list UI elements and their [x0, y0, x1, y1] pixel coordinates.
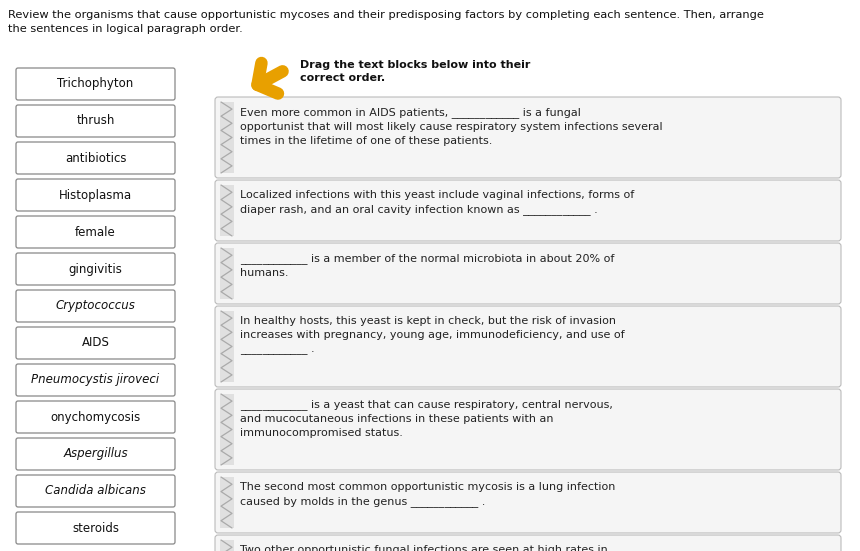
- Text: gingivitis: gingivitis: [69, 262, 122, 276]
- FancyBboxPatch shape: [16, 364, 175, 396]
- FancyBboxPatch shape: [16, 512, 175, 544]
- Text: Review the organisms that cause opportunistic mycoses and their predisposing fac: Review the organisms that cause opportun…: [8, 10, 764, 34]
- FancyBboxPatch shape: [16, 179, 175, 211]
- Text: onychomycosis: onychomycosis: [51, 410, 141, 424]
- Text: Two other opportunistic fungal infections are seen at high rates in
____________: Two other opportunistic fungal infection…: [240, 545, 608, 551]
- FancyBboxPatch shape: [215, 472, 841, 533]
- Text: thrush: thrush: [77, 115, 114, 127]
- FancyBboxPatch shape: [16, 475, 175, 507]
- Text: antibiotics: antibiotics: [64, 152, 126, 165]
- FancyBboxPatch shape: [16, 105, 175, 137]
- FancyBboxPatch shape: [215, 306, 841, 387]
- Bar: [220, 477, 234, 528]
- Bar: [220, 311, 234, 382]
- Text: Aspergillus: Aspergillus: [63, 447, 128, 461]
- FancyBboxPatch shape: [215, 243, 841, 304]
- Bar: [220, 185, 234, 236]
- FancyBboxPatch shape: [16, 327, 175, 359]
- Bar: [220, 102, 234, 173]
- FancyBboxPatch shape: [16, 290, 175, 322]
- Text: In healthy hosts, this yeast is kept in check, but the risk of invasion
increase: In healthy hosts, this yeast is kept in …: [240, 316, 624, 355]
- Bar: [220, 540, 234, 551]
- FancyBboxPatch shape: [16, 142, 175, 174]
- FancyBboxPatch shape: [16, 216, 175, 248]
- Text: female: female: [75, 225, 116, 239]
- Text: steroids: steroids: [72, 521, 119, 534]
- Text: AIDS: AIDS: [82, 337, 109, 349]
- FancyBboxPatch shape: [215, 535, 841, 551]
- FancyBboxPatch shape: [215, 389, 841, 470]
- Text: Trichophyton: Trichophyton: [58, 78, 133, 90]
- Text: Histoplasma: Histoplasma: [59, 188, 132, 202]
- Text: Pneumocystis jiroveci: Pneumocystis jiroveci: [32, 374, 160, 386]
- Text: ____________ is a member of the normal microbiota in about 20% of
humans.: ____________ is a member of the normal m…: [240, 253, 614, 278]
- Text: The second most common opportunistic mycosis is a lung infection
caused by molds: The second most common opportunistic myc…: [240, 482, 616, 507]
- FancyBboxPatch shape: [215, 97, 841, 178]
- Bar: [220, 248, 234, 299]
- Bar: [220, 394, 234, 465]
- FancyBboxPatch shape: [215, 180, 841, 241]
- FancyBboxPatch shape: [16, 253, 175, 285]
- FancyBboxPatch shape: [16, 401, 175, 433]
- Text: ____________ is a yeast that can cause respiratory, central nervous,
and mucocut: ____________ is a yeast that can cause r…: [240, 399, 613, 438]
- FancyBboxPatch shape: [16, 68, 175, 100]
- Text: Localized infections with this yeast include vaginal infections, forms of
diaper: Localized infections with this yeast inc…: [240, 190, 635, 215]
- Text: Even more common in AIDS patients, ____________ is a fungal
opportunist that wil: Even more common in AIDS patients, _____…: [240, 107, 662, 146]
- FancyBboxPatch shape: [16, 438, 175, 470]
- Text: Cryptococcus: Cryptococcus: [56, 300, 135, 312]
- Text: Candida albicans: Candida albicans: [45, 484, 146, 498]
- Text: Drag the text blocks below into their
correct order.: Drag the text blocks below into their co…: [300, 60, 531, 83]
